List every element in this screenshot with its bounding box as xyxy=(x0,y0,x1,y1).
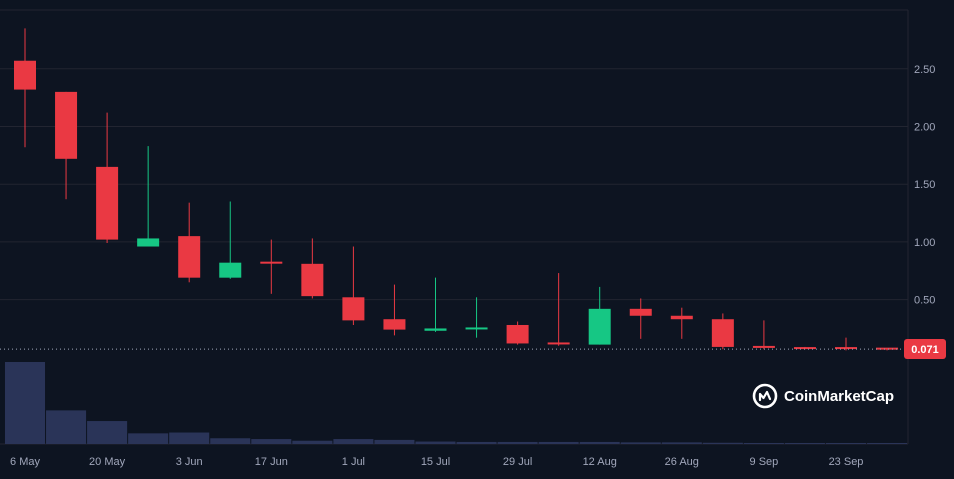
candle xyxy=(96,112,119,244)
candle xyxy=(14,28,36,148)
candle-body xyxy=(219,262,242,278)
candle xyxy=(547,273,570,346)
x-tick-label: 1 Jul xyxy=(342,456,365,468)
volume-bar xyxy=(497,441,538,444)
y-tick-label: 1.50 xyxy=(914,179,935,191)
candle-body xyxy=(301,263,324,297)
volume-bar xyxy=(661,442,702,444)
volume-bar xyxy=(292,440,333,444)
candlesticks xyxy=(14,28,899,351)
volume-bar xyxy=(620,442,661,444)
coinmarketcap-watermark: CoinMarketCap xyxy=(752,383,894,409)
candle-body xyxy=(670,315,693,320)
volume-bar xyxy=(702,442,743,444)
candle xyxy=(876,347,899,351)
coinmarketcap-brand-name: CoinMarketCap xyxy=(784,388,894,405)
candle-body xyxy=(835,347,857,350)
candle xyxy=(588,286,611,345)
current-price-label: 0.071 xyxy=(911,344,939,356)
candle xyxy=(835,337,857,351)
candle-body xyxy=(793,347,816,350)
candle xyxy=(711,313,734,350)
y-tick-label: 2.00 xyxy=(914,122,935,134)
candle xyxy=(55,91,78,200)
current-price-tag: 0.071 xyxy=(904,339,946,359)
x-axis: 6 May 20 May 3 Jun 17 Jun 1 Jul 15 Jul 29 Jul 1… xyxy=(10,456,863,468)
candle xyxy=(506,321,529,345)
candle xyxy=(752,320,775,350)
candle xyxy=(465,297,488,338)
candle xyxy=(629,298,652,339)
candle-body xyxy=(260,261,283,264)
volume-bar xyxy=(784,443,825,444)
candle xyxy=(342,246,365,325)
volume-bar xyxy=(743,443,784,444)
x-tick-label: 6 May xyxy=(10,456,40,468)
candle-body xyxy=(178,236,201,278)
y-tick-label: 1.00 xyxy=(914,237,935,249)
volume-bar xyxy=(825,443,867,444)
x-tick-label: 23 Sep xyxy=(829,456,864,468)
volume-bar xyxy=(210,438,251,444)
x-tick-label: 26 Aug xyxy=(665,456,699,468)
volume-bar xyxy=(538,441,579,444)
candle xyxy=(424,277,447,332)
candle-body xyxy=(752,345,775,348)
coinmarketcap-logo-icon xyxy=(752,383,778,409)
volume-bars xyxy=(4,362,908,444)
candle-body xyxy=(506,324,529,344)
candle-body xyxy=(547,342,570,345)
volume-bar xyxy=(333,439,374,444)
candle-body xyxy=(342,297,365,321)
volume-bar xyxy=(579,441,620,444)
x-tick-label: 29 Jul xyxy=(503,456,532,468)
candle-body xyxy=(424,328,447,331)
candle-body xyxy=(14,60,36,90)
candle-body xyxy=(96,166,119,240)
candle xyxy=(219,201,242,279)
volume-bar xyxy=(374,439,415,444)
candle xyxy=(383,284,406,336)
candle-body xyxy=(629,308,652,316)
x-tick-label: 20 May xyxy=(89,456,126,468)
candle xyxy=(178,202,201,283)
candle xyxy=(137,146,160,247)
volume-bar xyxy=(169,432,210,444)
x-tick-label: 3 Jun xyxy=(176,456,203,468)
y-axis: 0.50 1.00 1.50 2.00 2.50 xyxy=(914,64,935,307)
candle xyxy=(260,239,283,294)
candle-body xyxy=(465,327,488,330)
candle-body xyxy=(55,91,78,159)
candle-body xyxy=(588,308,611,345)
candle-body xyxy=(876,347,899,350)
volume-bar xyxy=(415,441,456,444)
volume-bar xyxy=(4,362,46,444)
y-tick-label: 2.50 xyxy=(914,64,935,76)
volume-bar xyxy=(46,410,87,444)
x-tick-label: 12 Aug xyxy=(583,456,617,468)
x-tick-label: 17 Jun xyxy=(255,456,288,468)
candle xyxy=(301,238,324,299)
candle-body xyxy=(137,238,160,247)
candle xyxy=(670,307,693,339)
candle-body xyxy=(711,319,734,347)
volume-bar xyxy=(128,433,169,444)
volume-bar xyxy=(87,421,128,444)
x-tick-label: 9 Sep xyxy=(750,456,779,468)
volume-bar xyxy=(251,439,292,444)
y-tick-label: 0.50 xyxy=(914,295,935,307)
volume-bar xyxy=(456,441,497,444)
x-tick-label: 15 Jul xyxy=(421,456,450,468)
candle-body xyxy=(383,319,406,330)
volume-bar xyxy=(867,443,908,444)
grid-layer xyxy=(0,9,909,445)
